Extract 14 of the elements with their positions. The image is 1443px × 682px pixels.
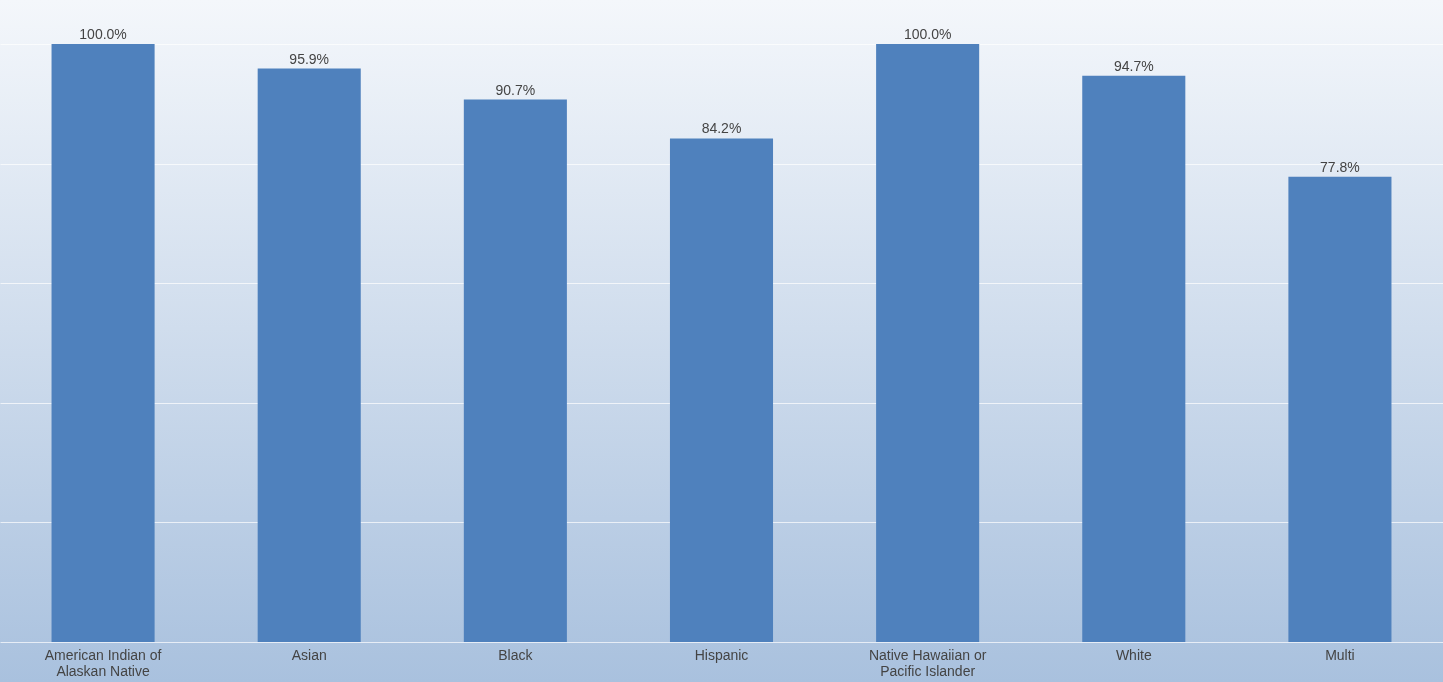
- x-tick-label: Asian: [291, 646, 327, 663]
- data-label: 94.7%: [1113, 57, 1154, 74]
- x-tick-label: Native Hawaiian or Pacific Islander: [868, 646, 987, 679]
- data-label: 95.9%: [289, 50, 330, 67]
- x-tick-label: Hispanic: [694, 646, 749, 663]
- data-label: 100.0%: [79, 26, 127, 42]
- data-label: 77.8%: [1320, 158, 1360, 175]
- data-label: 90.7%: [495, 81, 536, 98]
- x-tick-label: Black: [498, 646, 534, 663]
- x-tick-label: Multi: [1325, 646, 1355, 663]
- data-label: 84.2%: [701, 120, 742, 137]
- x-tick-label: White: [1115, 646, 1152, 663]
- data-label: 100.0%: [903, 26, 952, 42]
- x-tick-label: American Indian of Alaskan Native: [44, 646, 162, 679]
